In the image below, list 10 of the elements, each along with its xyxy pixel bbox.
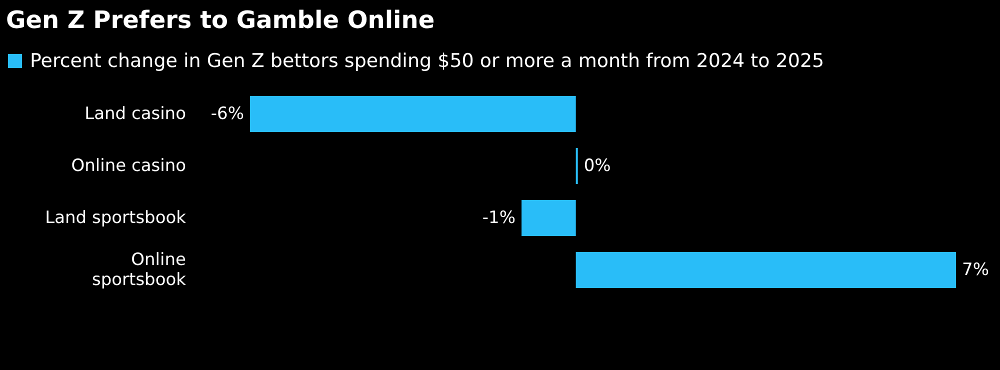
y-tick-label: Online casino <box>71 156 186 176</box>
legend-label: Percent change in Gen Z bettors spending $50 or more a month from 2024 to 2025 <box>30 50 824 72</box>
y-tick-label: Online sportsbook <box>92 250 186 290</box>
data-label: -6% <box>210 104 244 124</box>
data-label: 7% <box>962 260 989 280</box>
data-label: 0% <box>584 156 611 176</box>
chart-title: Gen Z Prefers to Gamble Online <box>5 5 436 34</box>
y-tick-label: Land sportsbook <box>45 208 186 228</box>
data-label: -1% <box>482 208 516 228</box>
y-tick-label: Land casino <box>84 104 186 124</box>
